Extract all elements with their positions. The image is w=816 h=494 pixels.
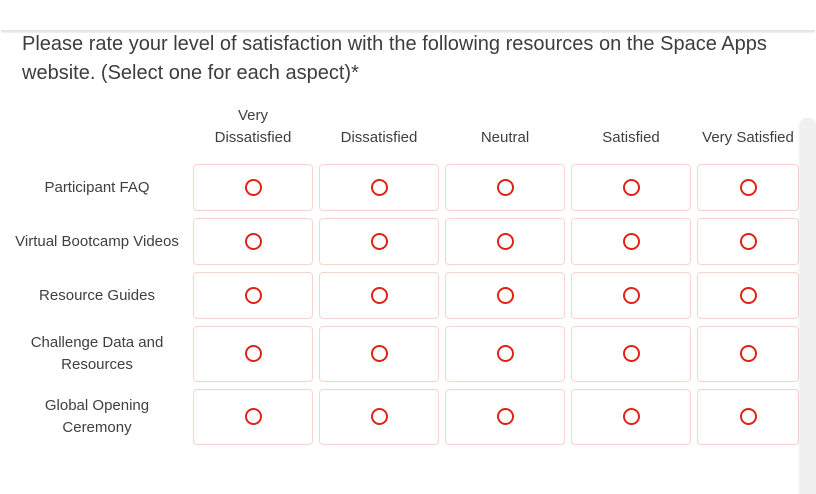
radio-button-icon[interactable]: [244, 286, 262, 304]
radio-cell-r1-c2[interactable]: [445, 218, 565, 265]
radio-button-icon[interactable]: [622, 408, 640, 426]
radio-cell-r2-c4[interactable]: [697, 272, 799, 319]
radio-button-icon[interactable]: [622, 232, 640, 250]
matrix-row-global-opening-ceremony: Global Opening Ceremony: [7, 389, 799, 445]
radio-button-icon[interactable]: [496, 408, 514, 426]
radio-cell-r3-c1[interactable]: [319, 326, 439, 382]
radio-cell-r1-c4[interactable]: [697, 218, 799, 265]
radio-button-icon[interactable]: [370, 178, 388, 196]
radio-button-icon[interactable]: [370, 286, 388, 304]
radio-cell-r1-c1[interactable]: [319, 218, 439, 265]
radio-button-icon[interactable]: [370, 408, 388, 426]
question-title: Please rate your level of satisfaction w…: [22, 33, 767, 84]
row-label-resource-guides: Resource Guides: [39, 286, 155, 304]
radio-cell-r3-c2[interactable]: [445, 326, 565, 382]
matrix-row-participant-faq: Participant FAQ: [7, 164, 799, 211]
radio-cell-r0-c0[interactable]: [193, 164, 313, 211]
radio-button-icon[interactable]: [622, 178, 640, 196]
radio-cell-r4-c1[interactable]: [319, 389, 439, 445]
row-label-virtual-bootcamp-videos: Virtual Bootcamp Videos: [15, 232, 179, 250]
radio-cell-r1-c0[interactable]: [193, 218, 313, 265]
radio-button-icon[interactable]: [739, 178, 757, 196]
radio-cell-r3-c4[interactable]: [697, 326, 799, 382]
column-header-dissatisfied: Dissatisfied: [340, 129, 418, 146]
radio-cell-r4-c4[interactable]: [697, 389, 799, 445]
radio-cell-r0-c2[interactable]: [445, 164, 565, 211]
radio-cell-r4-c0[interactable]: [193, 389, 313, 445]
column-header-neutral: Neutral: [480, 129, 530, 146]
radio-button-icon[interactable]: [244, 345, 262, 363]
column-header-label: Very Dissatisfied: [214, 107, 292, 146]
column-header-very-satisfied: Very Satisfied: [702, 129, 794, 146]
header-spacer: [7, 105, 187, 157]
radio-cell-r2-c1[interactable]: [319, 272, 439, 319]
column-header-satisfied: Satisfied: [602, 129, 660, 146]
radio-button-icon[interactable]: [739, 286, 757, 304]
radio-cell-r4-c3[interactable]: [571, 389, 691, 445]
radio-button-icon[interactable]: [739, 232, 757, 250]
radio-cell-r0-c3[interactable]: [571, 164, 691, 211]
radio-button-icon[interactable]: [739, 408, 757, 426]
column-header-very-dissatisfied: Very Dissatisfied: [193, 105, 313, 157]
matrix-row-virtual-bootcamp-videos: Virtual Bootcamp Videos: [7, 218, 799, 265]
row-label-participant-faq: Participant FAQ: [44, 178, 150, 196]
vertical-scrollbar[interactable]: [800, 118, 816, 494]
radio-button-icon[interactable]: [739, 345, 757, 363]
satisfaction-matrix: Very Dissatisfied Dissatisfied Neutral S…: [1, 98, 805, 452]
radio-cell-r2-c0[interactable]: [193, 272, 313, 319]
radio-button-icon[interactable]: [496, 345, 514, 363]
radio-cell-r1-c3[interactable]: [571, 218, 691, 265]
matrix-header-row: Very Dissatisfied Dissatisfied Neutral S…: [7, 105, 799, 157]
radio-button-icon[interactable]: [622, 286, 640, 304]
panel-top-divider: [1, 30, 815, 33]
radio-cell-r0-c4[interactable]: [697, 164, 799, 211]
radio-cell-r0-c1[interactable]: [319, 164, 439, 211]
radio-button-icon[interactable]: [244, 408, 262, 426]
radio-button-icon[interactable]: [370, 232, 388, 250]
radio-cell-r4-c2[interactable]: [445, 389, 565, 445]
row-label-challenge-data-and-resources: Challenge Data and Resources: [30, 334, 164, 373]
radio-button-icon[interactable]: [496, 286, 514, 304]
radio-cell-r2-c2[interactable]: [445, 272, 565, 319]
matrix-row-resource-guides: Resource Guides: [7, 272, 799, 319]
radio-cell-r3-c0[interactable]: [193, 326, 313, 382]
radio-button-icon[interactable]: [370, 345, 388, 363]
matrix-row-challenge-data-and-resources: Challenge Data and Resources: [7, 326, 799, 382]
radio-button-icon[interactable]: [496, 232, 514, 250]
radio-button-icon[interactable]: [622, 345, 640, 363]
radio-cell-r3-c3[interactable]: [571, 326, 691, 382]
radio-button-icon[interactable]: [496, 178, 514, 196]
radio-button-icon[interactable]: [244, 232, 262, 250]
radio-cell-r2-c3[interactable]: [571, 272, 691, 319]
row-label-global-opening-ceremony: Global Opening Ceremony: [44, 397, 150, 436]
radio-button-icon[interactable]: [244, 178, 262, 196]
